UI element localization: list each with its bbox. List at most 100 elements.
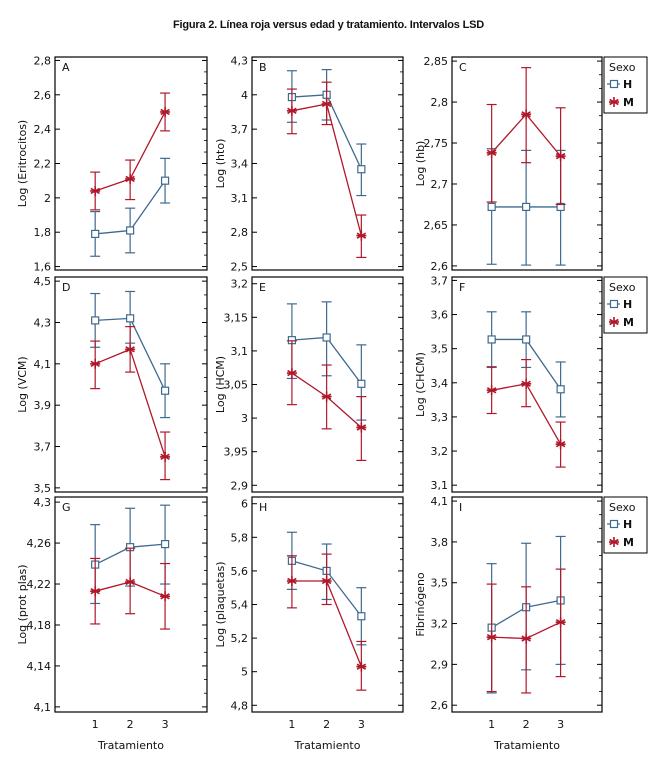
series-h (90, 157, 171, 257)
y-tick-label: 2,9 (231, 479, 249, 492)
marker-asterisk (90, 586, 101, 597)
y-tick-label: 5 (241, 666, 248, 679)
legend-label: M (623, 316, 634, 329)
y-tick-label: 1,8 (34, 226, 52, 239)
data-point (522, 202, 531, 212)
y-tick-label: 4 (241, 89, 248, 102)
y-tick-label: 2,8 (431, 96, 449, 109)
data-point (125, 344, 136, 355)
marker-asterisk (286, 575, 297, 586)
marker-asterisk (356, 661, 367, 672)
marker-square (609, 299, 619, 309)
legend-title: Sexo (609, 281, 636, 294)
data-point (555, 439, 566, 450)
marker-square (91, 316, 100, 325)
panel-letter: C (459, 61, 467, 74)
y-tick-label: 2,2 (34, 158, 52, 171)
panel-e: E 2,9 3,95 3 3,05 3,1 3,15 3,2 Log (HCM) (214, 276, 404, 493)
data-point (91, 229, 100, 239)
data-point (91, 316, 100, 325)
panel-letter: H (259, 501, 267, 514)
marker-asterisk (286, 368, 297, 379)
panel-letter: A (62, 61, 70, 74)
figure-title: Figura 2. Línea roja versus edad y trata… (173, 19, 484, 31)
y-axis-label: Log (prot plas) (16, 564, 29, 644)
data-point (555, 617, 566, 628)
plot-frame (451, 276, 603, 493)
y-tick-label: 3,5 (431, 577, 449, 590)
y-tick-label: 2,9 (431, 658, 449, 671)
y-tick-label: 3,95 (224, 446, 249, 459)
y-tick-label: 5,8 (231, 531, 249, 544)
series-m (486, 358, 566, 468)
marker-square (487, 335, 496, 344)
panel-letter: E (259, 281, 266, 294)
legend-entry-m: M (609, 316, 634, 329)
marker-square (91, 229, 100, 239)
data-point (90, 358, 101, 369)
y-tick-label: 5,4 (231, 599, 249, 612)
legend-title: Sexo (609, 61, 636, 74)
y-tick-label: 3,2 (431, 618, 449, 631)
data-point (160, 106, 171, 117)
marker-asterisk (555, 151, 566, 162)
y-axis-label: Log (plaquetas) (214, 561, 227, 647)
x-tick-label: 1 (288, 718, 295, 731)
y-tick-label: 3,4 (431, 377, 449, 390)
y-tick-label: 4,1 (431, 495, 449, 508)
data-point (125, 576, 136, 587)
series-m (90, 326, 171, 481)
panel-d: D 3,5 3,7 3,9 4,1 4,3 4,5 Log (VCM) (16, 275, 208, 495)
legend-title: Sexo (609, 501, 636, 514)
panel-letter: G (62, 501, 71, 514)
legend-entry-h: H (607, 298, 632, 311)
marker-square (522, 202, 531, 212)
panel-letter: F (459, 281, 465, 294)
data-point (321, 575, 332, 586)
y-tick-label: 3,3 (431, 411, 449, 424)
marker-square (160, 386, 170, 395)
y-tick-label: 2,65 (424, 219, 449, 232)
plot-frame (451, 56, 603, 271)
marker-asterisk (90, 185, 101, 196)
y-tick-label: 3,1 (431, 479, 449, 492)
x-tick-label: 3 (557, 718, 564, 731)
marker-asterisk (521, 378, 532, 389)
legend: Sexo HM (603, 56, 648, 114)
y-tick-label: 6 (241, 498, 248, 511)
series-h (90, 290, 171, 419)
y-tick-label: 3,6 (431, 309, 449, 322)
y-tick-label: 2,75 (424, 137, 449, 150)
data-point (125, 173, 136, 184)
y-axis-label: Log (hto) (214, 139, 227, 189)
plot-frame (54, 276, 208, 493)
data-point (160, 451, 171, 462)
y-tick-label: 3,8 (431, 536, 449, 549)
panel-a: A 1,6 1,8 2 2,2 2,4 2,6 2,8 Log (Eritrocitos) (16, 54, 208, 274)
data-point (321, 98, 332, 109)
y-tick-label: 2,8 (34, 54, 52, 67)
data-point (90, 586, 101, 597)
y-axis-label: Log (VCM) (16, 356, 29, 412)
marker-square (609, 519, 619, 529)
panel-g: G 4,1 4,14 4,18 4,22 4,26 4,3 Log (prot plas) 1 2… (16, 496, 208, 752)
data-point (321, 391, 332, 402)
y-tick-label: 4,26 (27, 537, 52, 550)
data-point (286, 575, 297, 586)
y-tick-label: 2,85 (424, 55, 449, 68)
data-point (160, 176, 170, 185)
y-tick-label: 3,7 (34, 441, 52, 454)
marker-asterisk (160, 106, 171, 117)
y-tick-label: 4,3 (231, 54, 249, 67)
marker-square (160, 176, 170, 185)
marker-asterisk (160, 591, 171, 602)
x-axis-label: Tratamiento (294, 739, 361, 752)
marker-asterisk (486, 385, 497, 396)
data-point (357, 165, 366, 174)
legend: Sexo HM (603, 496, 648, 554)
marker-asterisk (486, 632, 497, 643)
y-axis-label: Log (Eritrocitos) (16, 120, 29, 207)
panel-letter: B (259, 61, 267, 74)
marker-asterisk (125, 344, 136, 355)
